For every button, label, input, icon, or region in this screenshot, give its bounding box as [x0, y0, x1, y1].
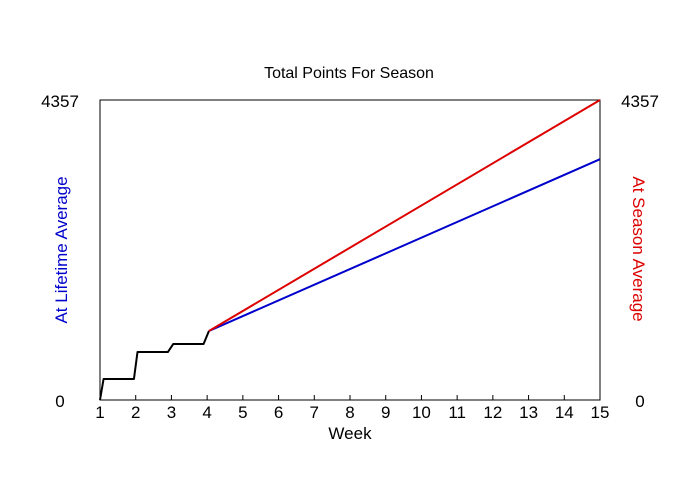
x-tick-label: 11 — [448, 403, 466, 422]
x-tick-label: 4 — [202, 403, 211, 422]
x-tick-label: 1 — [95, 403, 104, 422]
x-tick-label: 15 — [591, 403, 610, 422]
series-line-actual — [99, 330, 210, 401]
series-line-season — [208, 99, 601, 332]
x-tick-label: 3 — [167, 403, 176, 422]
chart-title: Total Points For Season — [264, 65, 434, 82]
y-right-max-label: 4357 — [621, 92, 659, 111]
x-tick-label: 10 — [412, 403, 431, 422]
y-left-min-label: 0 — [55, 392, 64, 411]
series-layer — [99, 99, 601, 401]
x-tick-label: 8 — [345, 403, 354, 422]
x-tick-label: 9 — [381, 403, 390, 422]
y-left-axis-label: At Lifetime Average — [52, 176, 71, 323]
x-tick-label: 7 — [310, 403, 319, 422]
x-axis-ticks: 1 2 3 4 5 6 7 8 9 10 11 12 13 14 15 — [95, 395, 609, 422]
y-right-min-label: 0 — [635, 392, 644, 411]
x-tick-label: 2 — [131, 403, 140, 422]
x-tick-label: 5 — [238, 403, 247, 422]
x-axis-label: Week — [328, 424, 372, 443]
y-right-axis-label: At Season Average — [629, 176, 648, 321]
x-tick-label: 13 — [519, 403, 538, 422]
x-tick-label: 12 — [483, 403, 502, 422]
y-left-max-label: 4357 — [41, 92, 79, 111]
series-line-lifetime — [208, 158, 601, 332]
x-tick-label: 14 — [555, 403, 574, 422]
x-tick-label: 6 — [274, 403, 283, 422]
